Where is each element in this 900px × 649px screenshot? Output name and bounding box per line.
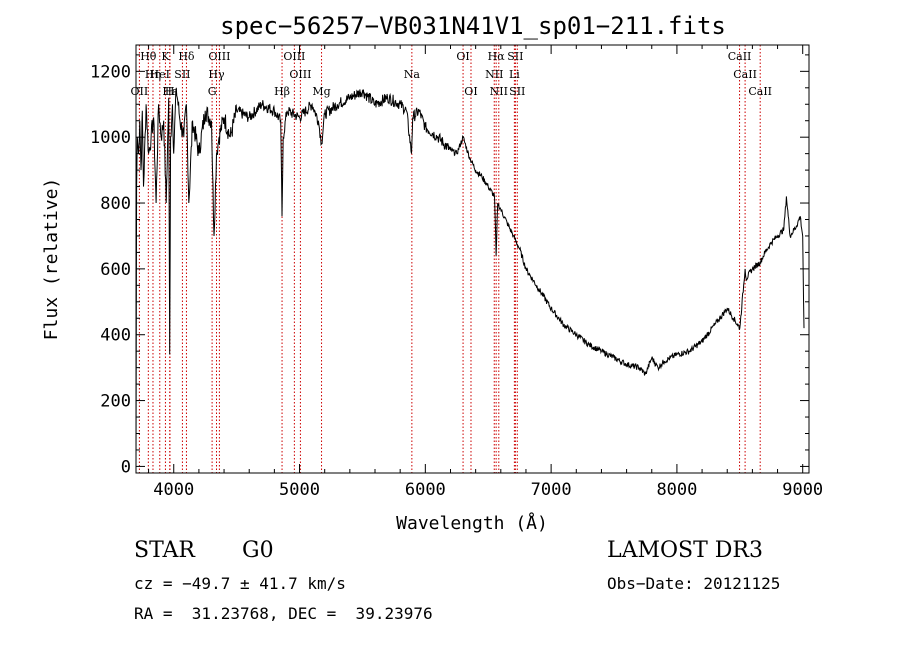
- line-label: H: [165, 85, 175, 98]
- line-label: NII: [485, 68, 503, 81]
- line-label: SII: [507, 50, 523, 63]
- x-tick-label: 5000: [279, 480, 320, 500]
- line-label: OI: [464, 85, 477, 98]
- plot-frame: [135, 44, 810, 474]
- x-axis-label: Wavelength (Å): [396, 512, 548, 534]
- line-label: OIII: [283, 50, 305, 63]
- line-label: Hβ: [274, 85, 290, 98]
- line-label: OI: [456, 50, 469, 63]
- line-label: SII: [509, 85, 525, 98]
- line-label: K: [161, 50, 170, 63]
- line-label: NII: [490, 85, 508, 98]
- y-tick-label: 1000: [90, 128, 131, 148]
- emission-lines: [138, 45, 761, 473]
- x-tick-label: 4000: [153, 480, 194, 500]
- y-tick-label: 1200: [90, 62, 131, 82]
- redshift-cz: cz = −49.7 ± 41.7 km/s: [134, 574, 346, 593]
- y-tick-label: 800: [100, 194, 131, 214]
- survey-name: LAMOST DR3: [607, 538, 763, 563]
- flux-line: [135, 87, 805, 467]
- x-tick-label: 6000: [405, 480, 446, 500]
- y-tick-label: 0: [121, 457, 131, 477]
- y-tick-label: 400: [100, 326, 131, 346]
- object-subclass: G0: [242, 538, 274, 563]
- line-label: Hη: [145, 68, 161, 81]
- x-tick-label: 8000: [656, 480, 697, 500]
- observation-date: Obs−Date: 20121125: [607, 574, 781, 593]
- y-tick-label: 600: [100, 260, 131, 280]
- line-label: HeI: [150, 68, 170, 81]
- line-label: SII: [174, 68, 190, 81]
- line-label: Hδ: [178, 50, 195, 63]
- y-axis-label: Flux (relative): [41, 178, 62, 341]
- line-label: Na: [404, 68, 421, 81]
- line-label: OIII: [289, 68, 311, 81]
- x-tick-label: 7000: [531, 480, 572, 500]
- line-label: G: [208, 85, 217, 98]
- line-label: Hε: [162, 85, 178, 98]
- line-label: CaII: [728, 50, 752, 63]
- flux-series: [135, 87, 805, 467]
- line-label: OIII: [208, 50, 230, 63]
- line-label: OII: [131, 85, 149, 98]
- line-label: CaII: [733, 68, 757, 81]
- line-label: Hα: [488, 50, 506, 63]
- line-label: Li: [509, 68, 520, 81]
- axis-ticks: 4000 5000 6000 7000 8000 9000 0 200 400 600 800 100…: [90, 45, 823, 500]
- x-tick-label: 9000: [782, 480, 823, 500]
- y-tick-label: 200: [100, 392, 131, 412]
- line-label: Hγ: [208, 68, 225, 81]
- line-label: Mg: [312, 85, 330, 98]
- line-label: Hθ: [140, 50, 157, 63]
- chart-title: spec−56257−VB031N41V1_sp01−211.fits: [220, 12, 726, 40]
- coordinates: RA = 31.23768, DEC = 39.23976: [134, 604, 433, 623]
- line-label: CaII: [748, 85, 772, 98]
- object-class: STAR: [134, 538, 195, 563]
